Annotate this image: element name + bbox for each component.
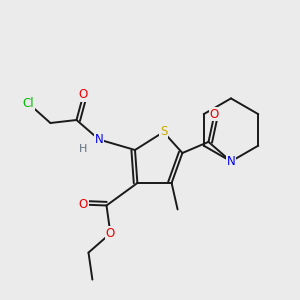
Text: H: H xyxy=(79,144,88,154)
Text: O: O xyxy=(79,88,88,101)
Text: O: O xyxy=(106,227,115,240)
Text: S: S xyxy=(160,125,167,139)
Text: N: N xyxy=(94,133,103,146)
Text: N: N xyxy=(226,155,236,168)
Text: O: O xyxy=(79,198,88,211)
Text: O: O xyxy=(210,107,219,121)
Text: Cl: Cl xyxy=(23,97,34,110)
